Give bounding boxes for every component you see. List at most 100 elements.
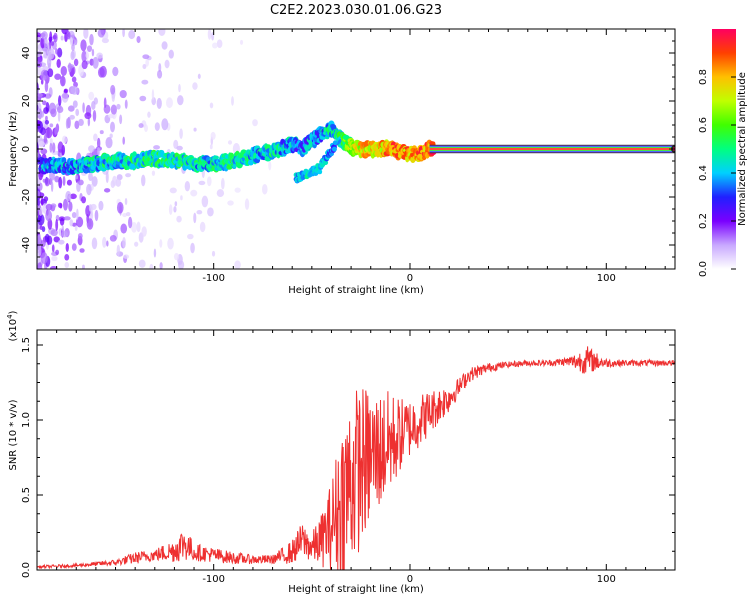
spectrogram-noise-cell (79, 248, 85, 253)
spectrogram-noise-cell (61, 74, 65, 87)
spectrogram-noise-cell (78, 118, 84, 126)
spectrogram-noise-cell (87, 219, 92, 227)
spectrogram-noise-cell (47, 68, 54, 78)
spectrogram-noise-cell (68, 201, 73, 212)
spectrogram-marks (37, 29, 675, 269)
spectrogram-noise-cell (45, 203, 53, 211)
snr-x-label: Height of straight line (km) (288, 584, 424, 595)
spectrogram-noise-cell (97, 29, 105, 38)
spectrogram-noise-cell (55, 219, 59, 231)
spectrogram-noise-cell (116, 244, 121, 257)
spectrogram-noise-cell (210, 131, 216, 140)
spectrogram-noise-cell (96, 52, 103, 59)
spectrogram-branch-cell (331, 146, 337, 152)
spectrogram-noise-cell (42, 100, 47, 106)
spectrogram-ridge-cell (135, 153, 140, 159)
spectrogram-noise-cell (216, 39, 223, 49)
spectrogram-noise-cell (105, 136, 113, 149)
spectrogram-noise-cell (84, 112, 92, 120)
spectrogram-noise-cell (61, 91, 69, 103)
spectrogram-noise-cell (198, 180, 206, 186)
spectrogram-noise-cell (110, 84, 116, 95)
spectrogram-noise-cell (71, 243, 77, 251)
spectrogram-noise-cell (82, 264, 85, 269)
spectrogram-noise-cell (102, 236, 107, 248)
spectrogram-noise-cell (39, 225, 43, 230)
spectrogram-noise-cell (168, 49, 174, 59)
spectrogram-ridge-cell (229, 152, 234, 159)
spectrogram-noise-cell (136, 221, 141, 233)
spectrogram-noise-cell (207, 176, 212, 187)
spectrogram-noise-cell (234, 260, 241, 269)
spectrogram-noise-cell (116, 201, 124, 214)
spectrogram-noise-cell (158, 62, 162, 73)
spectrogram-noise-cell (89, 33, 94, 46)
colorbar-ticks: 0.0 0.2 0.4 0.6 0.8 (698, 69, 736, 277)
spectrogram-noise-cell (75, 175, 79, 180)
spectrogram-noise-cell (141, 79, 149, 85)
spectrogram-noise-cell (90, 203, 97, 211)
spectrogram-x-label: Height of straight line (km) (288, 285, 424, 296)
spectrogram-noise-cell (209, 102, 214, 109)
snr-y-tick-label: 1.0 (21, 412, 32, 428)
colorbar-tick-label: 0.2 (698, 213, 709, 229)
spectrogram-noise-cell (56, 58, 61, 68)
spectrogram-noise-cell (179, 128, 183, 139)
spectrogram-noise-cell (193, 212, 197, 224)
spectrogram-ridge-cell (232, 164, 237, 169)
spectrogram-noise-cell (53, 32, 58, 43)
spectrogram-x-tick-label: -100 (202, 273, 225, 284)
snr-y-axis: 0.0 0.5 1.0 1.5 (21, 337, 675, 578)
spectrogram-branch-cell (332, 140, 338, 146)
spectrogram-noise-cell (70, 86, 79, 95)
snr-x-axis: -100 0 100 (36, 330, 666, 585)
spectrogram-noise-cell (49, 142, 53, 153)
spectrogram-noise-cell (142, 54, 150, 60)
spectrogram-noise-cell (86, 183, 92, 196)
spectrogram-noise-cell (51, 244, 55, 253)
spectrogram-noise-cell (40, 252, 48, 265)
spectrogram-noise-cell (66, 179, 72, 186)
spectrogram-y-tick-label: 0 (21, 146, 32, 152)
spectrogram-noise-cell (151, 170, 156, 176)
spectrogram-noise-cell (123, 254, 130, 259)
spectrogram-noise-cell (176, 215, 182, 223)
snr-y-tick-label: 0.0 (21, 562, 32, 578)
spectrogram-noise-cell (164, 59, 170, 69)
spectrogram-noise-cell (98, 200, 104, 211)
spectrogram-noise-cell (211, 250, 216, 257)
spectrogram-noise-cell (216, 189, 225, 198)
spectrogram-noise-cell (40, 79, 44, 85)
spectrogram-noise-cell (91, 237, 98, 250)
spectrogram-noise-cell (120, 223, 128, 234)
spectrogram-noise-cell (128, 30, 136, 40)
spectrogram-noise-cell (44, 177, 50, 187)
spectrogram-ridge-cell (431, 141, 436, 146)
spectrogram-ridge-cell (213, 155, 219, 160)
spectrogram-noise-cell (192, 82, 198, 90)
spectrogram-noise-cell (128, 216, 133, 229)
spectrogram-noise-cell (66, 30, 71, 40)
spectrogram-noise-cell (122, 237, 126, 249)
spectrogram-noise-cell (112, 66, 119, 77)
spectrogram-noise-cell (50, 229, 58, 237)
colorbar: 0.0 0.2 0.4 0.6 0.8 Normalized spectral ampl… (698, 29, 748, 277)
spectrogram-noise-cell (81, 60, 88, 70)
spectrogram-noise-cell (173, 206, 177, 213)
spectrogram-panel: -100 0 100 -40 -20 0 20 40 Height of straight … (8, 28, 676, 296)
spectrogram-noise-cell (110, 121, 115, 133)
spectrogram-noise-cell (196, 210, 203, 215)
spectrogram-noise-cell (48, 36, 53, 42)
spectrogram-noise-cell (44, 119, 50, 125)
spectrogram-noise-cell (103, 97, 107, 109)
spectrogram-noise-cell (109, 234, 117, 242)
spectrogram-noise-cell (234, 187, 241, 193)
spectrogram-noise-cell (93, 133, 98, 142)
spectrogram-noise-cell (63, 216, 71, 221)
spectrogram-noise-cell (62, 198, 68, 211)
spectrogram-noise-cell (41, 31, 48, 40)
spectrogram-noise-cell (40, 148, 48, 155)
spectrogram-noise-cell (94, 209, 99, 222)
spectrogram-noise-cell (62, 176, 66, 187)
spectrogram-noise-cell (61, 149, 65, 156)
